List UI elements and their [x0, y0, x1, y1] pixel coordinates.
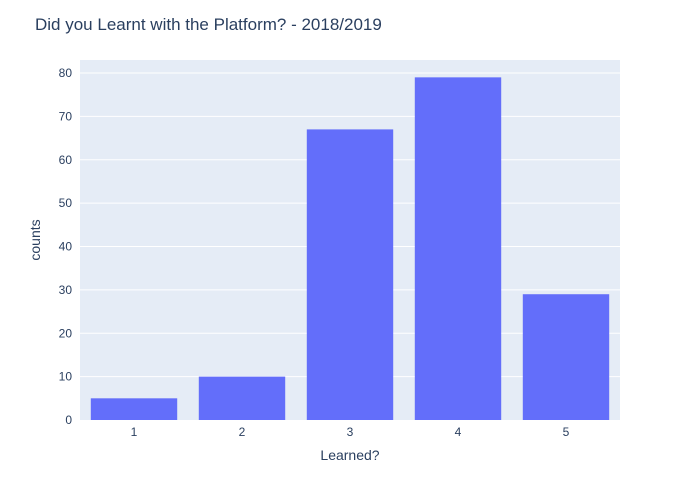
x-tick-label: 4	[455, 425, 462, 439]
y-tick-label: 80	[59, 66, 73, 80]
y-axis-label: counts	[27, 219, 43, 260]
y-tick-label: 30	[59, 283, 73, 297]
x-tick-label: 3	[347, 425, 354, 439]
bar[interactable]	[90, 398, 178, 420]
y-tick-label: 50	[59, 196, 73, 210]
bar[interactable]	[522, 294, 610, 420]
y-tick-label: 40	[59, 240, 73, 254]
x-axis-label: Learned?	[320, 447, 379, 463]
y-tick-label: 10	[59, 370, 73, 384]
bar[interactable]	[198, 376, 286, 420]
y-tick-label: 70	[59, 109, 73, 123]
y-tick-label: 0	[65, 413, 72, 427]
bar[interactable]	[306, 129, 394, 420]
y-tick-label: 20	[59, 326, 73, 340]
x-axis-ticks: 1 2 3 4 5	[131, 425, 570, 439]
y-tick-label: 60	[59, 153, 73, 167]
x-tick-label: 5	[563, 425, 570, 439]
x-tick-label: 2	[239, 425, 246, 439]
bar[interactable]	[414, 77, 502, 420]
y-axis-ticks: 0 10 20 30 40 50 60 70 80	[59, 66, 73, 427]
bars	[90, 77, 610, 420]
chart-title: Did you Learnt with the Platform? - 2018…	[35, 15, 382, 34]
x-tick-label: 1	[131, 425, 138, 439]
